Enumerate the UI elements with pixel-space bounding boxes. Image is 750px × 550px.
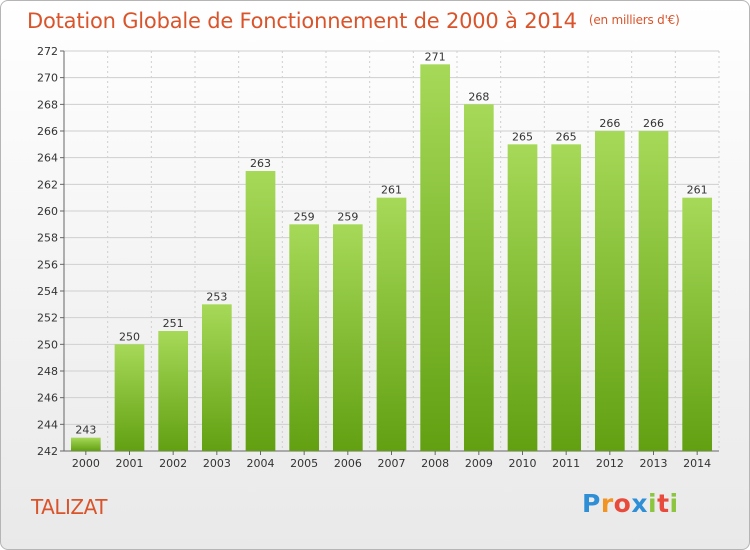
y-tick-label: 244 [37,418,58,431]
bar-2010[interactable] [507,144,538,452]
y-tick-label: 254 [37,285,58,298]
x-tick-label: 2006 [334,457,362,470]
y-tick-label: 242 [37,445,58,458]
axes: 242 244 246 248 250 252 254 256 258 260 262 264 266 2… [37,45,719,458]
bar-value-label: 265 [512,130,533,143]
bar-2000[interactable] [70,437,101,451]
logo-letter: x [631,489,648,518]
x-tick-label: 2012 [596,457,624,470]
x-tick-label: 2011 [552,457,580,470]
bar-value-label: 271 [425,50,446,63]
x-tick-label: 2013 [640,457,668,470]
bar-value-label: 261 [687,184,708,197]
logo-letter: P [582,489,601,518]
bar-2006[interactable] [332,224,363,451]
logo-letter: o [613,489,632,518]
x-tick-label: 2014 [683,457,711,470]
labels: 243 2000 250 2001 251 2002 253 2003 263 2004 259 20… [72,50,711,470]
bar-value-label: 259 [294,210,315,223]
bar-value-label: 268 [468,90,489,103]
proxiti-logo[interactable]: Proxiti [582,489,679,518]
x-tick-label: 2004 [247,457,275,470]
bar-value-label: 263 [250,157,271,170]
commune-name: TALIZAT [31,495,107,519]
chart-title-text: Dotation Globale de Fonctionnement de 20… [27,9,577,33]
bar-2003[interactable] [201,304,232,451]
bars [70,64,713,452]
y-tick-label: 248 [37,365,58,378]
chart-title: Dotation Globale de Fonctionnement de 20… [27,9,680,33]
y-tick-label: 268 [37,98,58,111]
y-tick-label: 256 [37,258,58,271]
y-tick-label: 266 [37,125,58,138]
bar-value-label: 253 [206,290,227,303]
bar-value-label: 265 [556,130,577,143]
logo-letter: i [648,489,658,518]
logo-letter: r [600,489,614,518]
x-tick-label: 2005 [290,457,318,470]
y-tick-label: 264 [37,152,58,165]
y-tick-label: 258 [37,232,58,245]
bar-value-label: 259 [337,210,358,223]
y-tick-label: 252 [37,312,58,325]
bar-2008[interactable] [420,64,451,452]
x-tick-label: 2001 [116,457,144,470]
bar-value-label: 251 [163,317,184,330]
x-tick-label: 2009 [465,457,493,470]
bar-2011[interactable] [551,144,582,452]
x-tick-label: 2002 [159,457,187,470]
logo-letter: t [657,489,670,518]
y-tick-label: 260 [37,205,58,218]
bar-value-label: 243 [75,424,96,437]
bar-2013[interactable] [638,131,669,451]
y-tick-label: 250 [37,338,58,351]
x-tick-label: 2000 [72,457,100,470]
logo-letter: i [669,489,679,518]
bar-value-label: 266 [599,117,620,130]
y-tick-label: 246 [37,392,58,405]
bar-2001[interactable] [114,344,145,451]
x-tick-label: 2008 [421,457,449,470]
x-tick-label: 2010 [509,457,537,470]
bar-value-label: 266 [643,117,664,130]
bar-2004[interactable] [245,171,276,451]
bar-2007[interactable] [376,197,407,451]
bar-value-label: 250 [119,330,140,343]
bar-2005[interactable] [289,224,320,451]
bar-2002[interactable] [158,331,189,451]
bar-2012[interactable] [594,131,625,451]
bar-value-label: 261 [381,184,402,197]
y-tick-label: 262 [37,178,58,191]
bar-2009[interactable] [463,104,494,451]
x-tick-label: 2007 [378,457,406,470]
x-tick-label: 2003 [203,457,231,470]
y-tick-label: 270 [37,72,58,85]
chart-unit: (en milliers d'€) [588,13,680,27]
y-tick-label: 272 [37,45,58,58]
bar-2014[interactable] [682,197,713,451]
